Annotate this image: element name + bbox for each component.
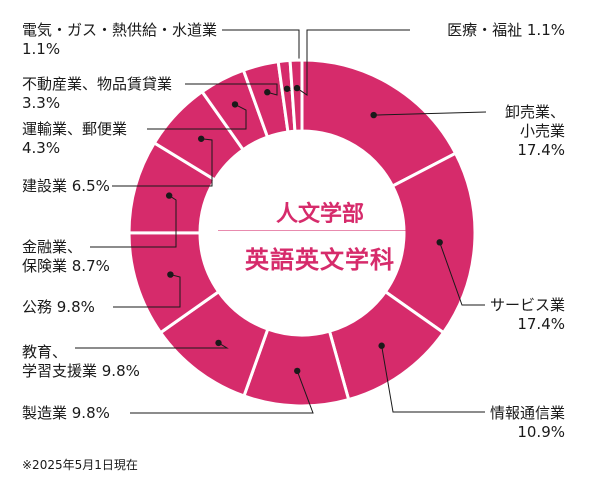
label-line: 不動産業、物品賃貸業: [22, 75, 173, 93]
label-line: 卸売業、: [504, 103, 565, 121]
label-line: 保険業 8.7%: [22, 257, 110, 275]
marker-s1: [436, 239, 443, 246]
label-line: 建設業 6.5%: [22, 177, 110, 195]
label-s4: 教育、 学習支援業 9.8%: [22, 343, 140, 381]
leader-s11: [296, 29, 410, 96]
label-line: サービス業: [489, 296, 565, 314]
chart-subtitle: 英語英文学科: [245, 246, 395, 274]
label-s3: 製造業 9.8%: [22, 404, 110, 423]
leader-s8: [147, 103, 247, 130]
label-line: 10.9%: [517, 423, 565, 441]
label-line: 医療・福祉 1.1%: [447, 21, 565, 39]
leader-s0: [373, 111, 487, 116]
marker-s3: [294, 367, 301, 375]
marker-s9: [264, 89, 271, 96]
label-s5: 公務 9.8%: [22, 298, 95, 317]
label-line: 1.1%: [22, 40, 61, 58]
label-line: 4.3%: [22, 139, 61, 157]
slice-s11: [288, 58, 304, 133]
label-line: 運輸業、郵便業: [22, 120, 128, 138]
leader-s9: [185, 83, 278, 96]
label-line: 17.4%: [517, 141, 565, 159]
label-line: 製造業 9.8%: [22, 404, 110, 422]
leader-s5: [113, 274, 181, 308]
label-s10: 電気・ガス・熱供給・水道業 1.1%: [22, 21, 217, 59]
label-s7: 建設業 6.5%: [22, 177, 110, 196]
label-line: 金融業、: [22, 238, 83, 256]
leader-s6: [90, 195, 177, 248]
leader-s3: [130, 370, 314, 414]
label-line: 電気・ガス・熱供給・水道業: [22, 21, 218, 39]
marker-s11: [293, 84, 301, 92]
label-s9: 不動産業、物品賃貸業 3.3%: [22, 75, 172, 113]
label-line: 教育、: [22, 343, 68, 361]
label-s0: 卸売業、 小売業 17.4%: [505, 103, 565, 160]
label-line: 小売業: [519, 122, 565, 140]
label-s2: 情報通信業 10.9%: [490, 404, 565, 442]
footnote: ※2025年5月1日現在: [22, 458, 138, 472]
label-s11: 医療・福祉 1.1%: [447, 21, 565, 40]
label-line: 公務 9.8%: [22, 298, 95, 316]
leader-s4: [75, 342, 229, 349]
label-s8: 運輸業、郵便業 4.3%: [22, 120, 127, 158]
chart-title: 人文学部: [275, 202, 364, 227]
label-s1: サービス業 17.4%: [490, 296, 565, 334]
title-divider: [218, 230, 406, 231]
leader-s2: [381, 345, 485, 413]
label-s6: 金融業、 保険業 8.7%: [22, 238, 110, 276]
label-line: 学習支援業 9.8%: [22, 362, 140, 380]
marker-s2: [378, 342, 385, 349]
label-line: 情報通信業: [489, 404, 565, 422]
leader-s7: [112, 138, 213, 187]
label-line: 17.4%: [517, 315, 565, 333]
label-line: 3.3%: [22, 94, 61, 112]
leader-s1: [439, 242, 485, 306]
